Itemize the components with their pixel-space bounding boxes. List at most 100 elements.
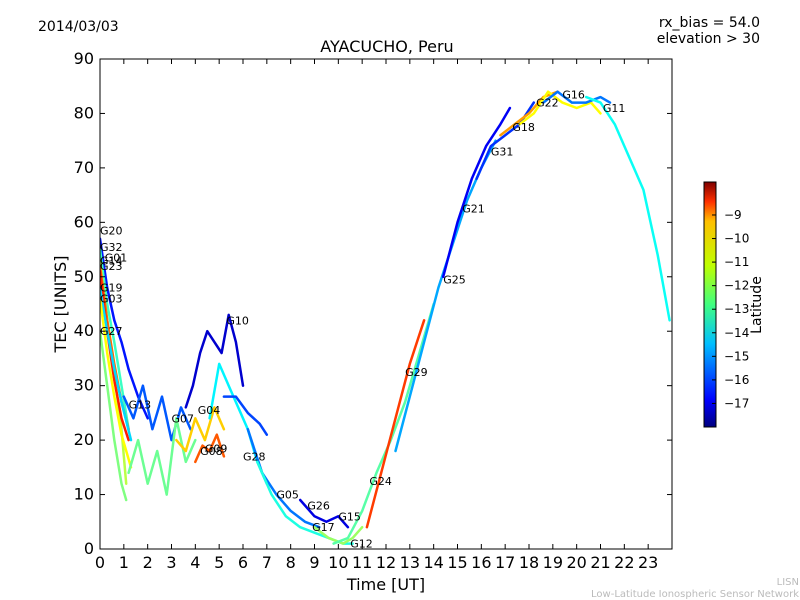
x-tick-label: 6: [238, 553, 248, 572]
x-tick-label: 3: [166, 553, 176, 572]
satellite-label-g26: G26: [307, 499, 330, 512]
x-tick-label: 12: [376, 553, 396, 572]
colorbar-label: Latitude: [749, 276, 765, 334]
series-line-g12: [313, 525, 364, 545]
y-tick-label: 80: [74, 103, 94, 122]
satellite-label-g04: G04: [198, 404, 221, 417]
satellite-label-g22: G22: [536, 97, 559, 110]
satellite-label-g25: G25: [443, 274, 466, 287]
colorbar-tick-label: −12: [724, 279, 749, 293]
x-tick-label: 8: [286, 553, 296, 572]
satellite-label-g15: G15: [338, 510, 361, 523]
y-tick-label: 90: [74, 49, 94, 68]
x-tick-label: 1: [119, 553, 129, 572]
satellite-label-g12: G12: [350, 538, 373, 551]
satellite-label-g07: G07: [172, 412, 195, 425]
date-label: 2014/03/03: [38, 19, 119, 35]
x-axis-label: Time [UT]: [346, 575, 425, 594]
x-tick-label: 2: [143, 553, 153, 572]
x-tick-label: 13: [400, 553, 420, 572]
satellite-label-g13: G13: [129, 399, 152, 412]
series-line-g03: [100, 297, 133, 469]
x-tick-label: 11: [352, 553, 372, 572]
y-tick-label: 10: [74, 485, 94, 504]
plot-series-group: [100, 90, 671, 545]
satellite-label-g14: G14: [100, 254, 123, 267]
series-line-g05: [222, 395, 269, 436]
rx-bias-label: rx_bias = 54.0: [659, 15, 760, 31]
satellite-label-g08: G08: [200, 445, 223, 458]
y-tick-label: 30: [74, 376, 94, 395]
x-tick-label: 19: [543, 553, 563, 572]
y-tick-label: 0: [84, 539, 94, 558]
x-tick-label: 21: [590, 553, 610, 572]
satellite-label-g05: G05: [276, 489, 299, 502]
colorbar-tick-label: −15: [724, 349, 749, 363]
footer-lisn: LISN: [777, 577, 799, 588]
series-line-g19: [100, 286, 133, 442]
series-line-g17: [256, 460, 354, 545]
series-line-g25: [394, 139, 497, 453]
satellite-label-g19: G19: [100, 282, 123, 295]
satellite-label-g20: G20: [100, 225, 123, 238]
satellite-label-g27: G27: [100, 325, 123, 338]
colorbar-tick-label: −9: [724, 208, 742, 222]
x-tick-label: 20: [566, 553, 586, 572]
series-line-g21: [441, 106, 512, 279]
y-tick-label: 20: [74, 430, 94, 449]
y-tick-label: 40: [74, 321, 94, 340]
satellite-label-g29: G29: [405, 366, 428, 379]
satellite-label-g21: G21: [462, 203, 485, 216]
colorbar-tick-label: −16: [724, 373, 749, 387]
x-tick-label: 16: [471, 553, 491, 572]
series-line-g10: [184, 313, 245, 409]
x-tick-label: 18: [519, 553, 539, 572]
series-line-g18: [499, 90, 559, 137]
x-tick-label: 22: [614, 553, 634, 572]
satellite-label-g31: G31: [491, 146, 514, 159]
y-tick-label: 70: [74, 158, 94, 177]
satellite-label-g10: G10: [226, 314, 249, 327]
y-tick-label: 50: [74, 267, 94, 286]
satellite-label-g32: G32: [100, 241, 123, 254]
colorbar-tick-label: −13: [724, 302, 749, 316]
y-axis-label: TEC [UNITS]: [51, 256, 70, 354]
satellite-label-g01: G01: [105, 252, 128, 265]
series-line-g11: [584, 95, 671, 322]
satellite-label-g03: G03: [100, 293, 123, 306]
y-tick-label: 60: [74, 212, 94, 231]
series-line-g13: [122, 384, 192, 442]
satellite-label-g24: G24: [369, 475, 392, 488]
series-line-g08: [194, 433, 226, 464]
satellite-label-g17: G17: [312, 521, 335, 534]
series-line-g20: [100, 237, 149, 420]
series-line-g24: [332, 302, 435, 545]
colorbar-tick-label: −14: [724, 326, 749, 340]
x-tick-label: 4: [190, 553, 200, 572]
satellite-label-g11: G11: [603, 102, 626, 115]
colorbar-tick-label: −10: [724, 232, 749, 246]
colorbar-ticks-group: −9 −10 −11 −12 −13 −14 −15 −16 −17: [712, 208, 749, 410]
series-line-g15: [298, 498, 350, 529]
x-tick-label: 10: [328, 553, 348, 572]
x-tick-label: 5: [214, 553, 224, 572]
colorbar-tick-label: −11: [724, 255, 749, 269]
satellite-label-g28: G28: [243, 450, 266, 463]
series-line-g16: [542, 90, 612, 104]
series-line-g07: [127, 417, 197, 496]
satellite-label-g23: G23: [100, 260, 123, 273]
satellite-label-g18: G18: [512, 121, 535, 134]
x-tick-label: 15: [447, 553, 467, 572]
chart-title: AYACUCHO, Peru: [320, 37, 453, 56]
x-tick-label: 0: [95, 553, 105, 572]
satellite-labels-group: G20G32G01G14G23G19G03G27G13G07G04G10G09G…: [100, 88, 625, 550]
footer-network: Low-Latitude Ionospheric Sensor Network: [591, 589, 799, 600]
series-line-g04: [175, 406, 226, 453]
x-tick-label: 7: [262, 553, 272, 572]
satellite-label-g09: G09: [205, 442, 228, 455]
series-line-g22: [518, 90, 602, 126]
colorbar-tick-label: −17: [724, 396, 749, 410]
x-tick-label: 23: [638, 553, 658, 572]
elevation-label: elevation > 30: [657, 31, 760, 47]
